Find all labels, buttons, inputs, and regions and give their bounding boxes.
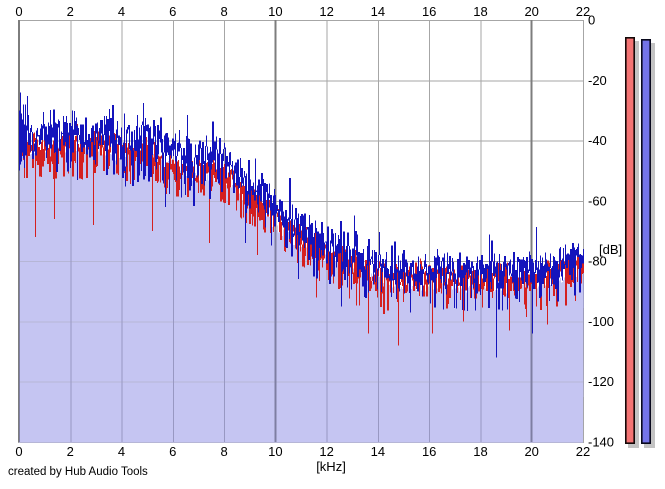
svg-text:10: 10 bbox=[268, 4, 282, 19]
svg-text:-60: -60 bbox=[588, 193, 607, 208]
svg-text:16: 16 bbox=[422, 4, 436, 19]
svg-text:created by Hub Audio Tools: created by Hub Audio Tools bbox=[8, 466, 148, 478]
svg-text:22: 22 bbox=[576, 4, 590, 19]
svg-text:16: 16 bbox=[422, 444, 436, 459]
svg-text:8: 8 bbox=[220, 4, 227, 19]
svg-text:2: 2 bbox=[67, 444, 74, 459]
svg-text:14: 14 bbox=[371, 4, 385, 19]
svg-text:22: 22 bbox=[576, 444, 590, 459]
svg-text:14: 14 bbox=[371, 444, 385, 459]
svg-text:-120: -120 bbox=[588, 374, 614, 389]
svg-text:4: 4 bbox=[118, 444, 125, 459]
svg-text:10: 10 bbox=[268, 444, 282, 459]
svg-text:0: 0 bbox=[15, 4, 22, 19]
svg-text:20: 20 bbox=[524, 4, 538, 19]
svg-text:18: 18 bbox=[473, 4, 487, 19]
svg-text:12: 12 bbox=[319, 444, 333, 459]
svg-text:0: 0 bbox=[15, 444, 22, 459]
svg-text:[dB]: [dB] bbox=[599, 242, 622, 257]
svg-text:[kHz]: [kHz] bbox=[316, 459, 346, 474]
svg-text:6: 6 bbox=[169, 444, 176, 459]
svg-text:-140: -140 bbox=[588, 435, 614, 450]
svg-text:-40: -40 bbox=[588, 133, 607, 148]
svg-text:-100: -100 bbox=[588, 314, 614, 329]
svg-text:2: 2 bbox=[67, 4, 74, 19]
svg-text:20: 20 bbox=[524, 444, 538, 459]
svg-text:18: 18 bbox=[473, 444, 487, 459]
svg-text:4: 4 bbox=[118, 4, 125, 19]
svg-text:8: 8 bbox=[220, 444, 227, 459]
svg-text:-80: -80 bbox=[588, 254, 607, 269]
svg-text:6: 6 bbox=[169, 4, 176, 19]
svg-text:0: 0 bbox=[588, 13, 595, 28]
svg-text:12: 12 bbox=[319, 4, 333, 19]
svg-text:-20: -20 bbox=[588, 73, 607, 88]
